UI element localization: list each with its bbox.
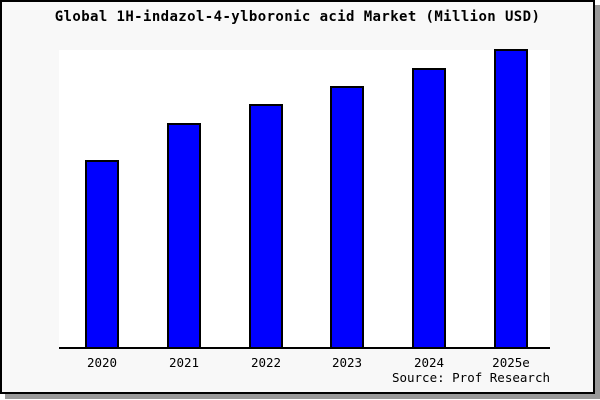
bar-2024 (412, 68, 446, 347)
chart-figure: Global 1H-indazol-4-ylboronic acid Marke… (0, 0, 595, 394)
x-tick-label-2025e: 2025e (492, 355, 530, 370)
bar-2025e (494, 49, 528, 347)
x-tick-label-2024: 2024 (413, 355, 445, 370)
x-tick-label-2020: 2020 (86, 355, 118, 370)
bar-2023 (330, 86, 364, 347)
x-tick-label-2021: 2021 (168, 355, 200, 370)
bar-2021 (167, 123, 201, 347)
chart-title: Global 1H-indazol-4-ylboronic acid Marke… (54, 9, 541, 25)
x-tick-label-2022: 2022 (250, 355, 282, 370)
x-tick-label-2023: 2023 (331, 355, 363, 370)
plot-area (59, 49, 550, 349)
bar-2020 (85, 160, 119, 347)
x-axis: 2020 2021 2022 2023 2024 2025e (59, 355, 550, 371)
bar-2022 (249, 104, 283, 347)
source-note: Source: Prof Research (391, 370, 550, 385)
